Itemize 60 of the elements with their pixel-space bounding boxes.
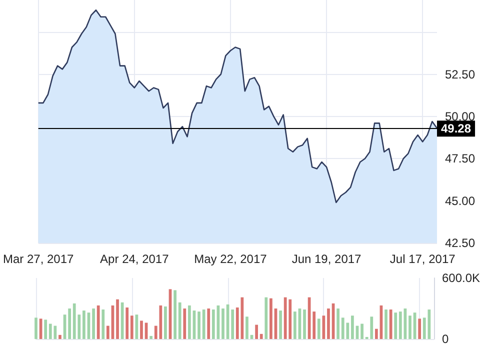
- y-tick-label: 52.50: [445, 67, 476, 82]
- bar: [360, 324, 364, 339]
- bar: [264, 297, 268, 339]
- bar: [312, 312, 316, 339]
- bar: [336, 308, 340, 339]
- y-tick-label: 0: [442, 332, 449, 345]
- bar: [126, 307, 129, 339]
- y-tick-label: 600.0K: [442, 271, 480, 285]
- bar: [183, 308, 186, 339]
- bar: [102, 310, 105, 339]
- bar: [260, 334, 263, 339]
- bar: [231, 310, 234, 339]
- bar: [394, 312, 398, 339]
- bar: [164, 306, 167, 339]
- bar: [207, 308, 210, 339]
- bar: [317, 318, 320, 339]
- bar: [222, 308, 224, 339]
- bar: [418, 318, 422, 339]
- bar: [106, 326, 110, 339]
- x-tick-label: Jul 17, 2017: [390, 252, 456, 266]
- bar: [44, 320, 48, 339]
- bar: [293, 312, 296, 339]
- x-tick-label: Mar 27, 2017: [2, 252, 74, 266]
- bar: [96, 305, 100, 339]
- bar: [212, 310, 215, 339]
- ref-line-label: 49.28: [441, 122, 472, 136]
- bar: [270, 298, 272, 339]
- bar: [68, 308, 71, 339]
- bar: [246, 316, 248, 339]
- bar: [303, 310, 306, 339]
- x-tick-label: Apr 24, 2017: [100, 252, 170, 266]
- x-tick-label: May 22, 2017: [194, 252, 268, 266]
- bar: [384, 310, 388, 339]
- bar: [130, 316, 134, 339]
- bar: [174, 290, 176, 339]
- bar: [198, 312, 200, 339]
- y-tick-label: 50.00: [445, 109, 476, 124]
- bar: [374, 328, 378, 339]
- bar: [389, 310, 392, 339]
- bar: [34, 318, 38, 339]
- bar: [188, 305, 191, 339]
- bar: [116, 299, 119, 339]
- x-tick-label: Jun 19, 2017: [292, 252, 362, 266]
- y-tick-label: 42.50: [445, 236, 476, 250]
- bar: [82, 310, 86, 339]
- bar: [322, 316, 326, 339]
- y-tick-label: 47.50: [445, 152, 476, 166]
- bar: [178, 302, 182, 339]
- bar: [279, 310, 282, 339]
- bar: [408, 316, 412, 339]
- y-tick-label: 45.00: [445, 194, 476, 208]
- bar: [351, 316, 354, 339]
- bar: [202, 310, 206, 339]
- bar: [140, 320, 143, 339]
- bar: [398, 312, 402, 339]
- bar: [150, 336, 153, 339]
- bar: [255, 324, 258, 339]
- bar: [92, 308, 95, 339]
- bar: [58, 334, 62, 339]
- bar: [327, 308, 330, 339]
